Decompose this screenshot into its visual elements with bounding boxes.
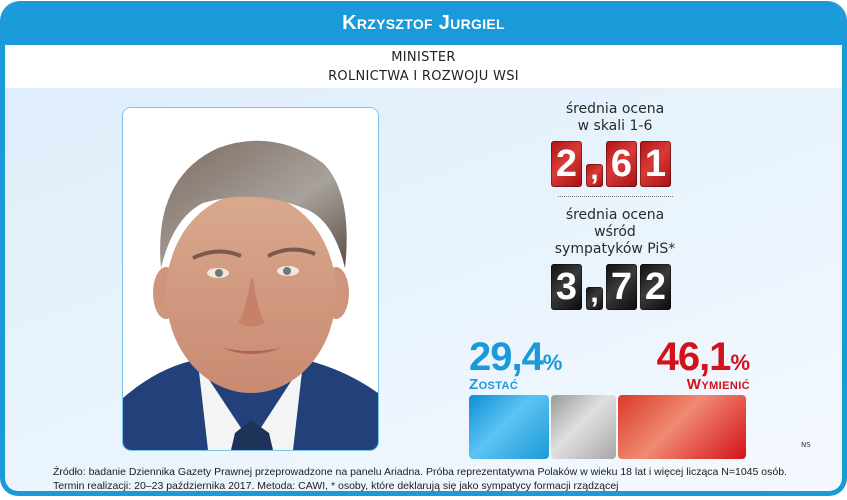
- section-divider: [558, 196, 673, 197]
- role-line-2: ROLNICTWA I ROZWOJU WSI: [328, 68, 519, 84]
- comma-tile: ,: [586, 155, 603, 187]
- undecided-bar: [551, 395, 616, 459]
- source-line-2: Termin realizacji: 20–23 października 20…: [53, 480, 619, 492]
- rating-pis-label-3: sympatyków PiS*: [554, 241, 676, 257]
- replace-bar: [618, 395, 746, 459]
- stay-percentage: 29,4% Zostać: [469, 337, 562, 393]
- rating-overall-value: 2 , 6 1: [525, 141, 705, 189]
- rating-pis-value: 3 , 7 2: [525, 264, 705, 312]
- stay-label: Zostać: [469, 376, 519, 393]
- source-note: Źródło: badanie Dziennika Gazety Prawnej…: [53, 465, 787, 492]
- role-subtitle: MINISTER ROLNICTWA I ROZWOJU WSI: [5, 45, 842, 88]
- comma-tile: ,: [586, 278, 603, 310]
- undecided-label: NS: [801, 441, 811, 449]
- rating-overall-label-1: średnia ocena: [565, 101, 665, 117]
- digit-tile: 7: [606, 264, 637, 310]
- digit-tile: 6: [606, 141, 637, 187]
- source-line-1: Źródło: badanie Dziennika Gazety Prawnej…: [53, 466, 787, 478]
- replace-percent-sign: %: [730, 350, 750, 375]
- digit-tile: 3: [551, 264, 582, 310]
- digit-tile: 1: [640, 141, 671, 187]
- role-line-1: MINISTER: [391, 49, 456, 65]
- replace-label: Wymienić: [686, 376, 750, 393]
- stay-percent-sign: %: [542, 350, 563, 375]
- rating-pis-label-2: wśród: [594, 224, 636, 240]
- portrait-illustration: [123, 108, 378, 450]
- replace-percentage: 46,1% Wymienić: [657, 337, 750, 393]
- digit-tile: 2: [640, 264, 671, 310]
- rating-overall: średnia ocena w skali 1-6 2 , 6 1: [525, 101, 705, 189]
- portrait-photo: [122, 107, 379, 451]
- rating-pis: średnia ocena wśród sympatyków PiS* 3 , …: [525, 207, 705, 312]
- replace-value: 46,1: [656, 335, 732, 379]
- stay-bar: [469, 395, 549, 459]
- digit-tile: 2: [551, 141, 582, 187]
- person-name-title: Krzysztof Jurgiel: [5, 1, 842, 45]
- stay-value: 29,4: [469, 335, 544, 379]
- rating-pis-label-1: średnia ocena: [565, 207, 665, 223]
- rating-overall-label-2: w skali 1-6: [577, 118, 653, 134]
